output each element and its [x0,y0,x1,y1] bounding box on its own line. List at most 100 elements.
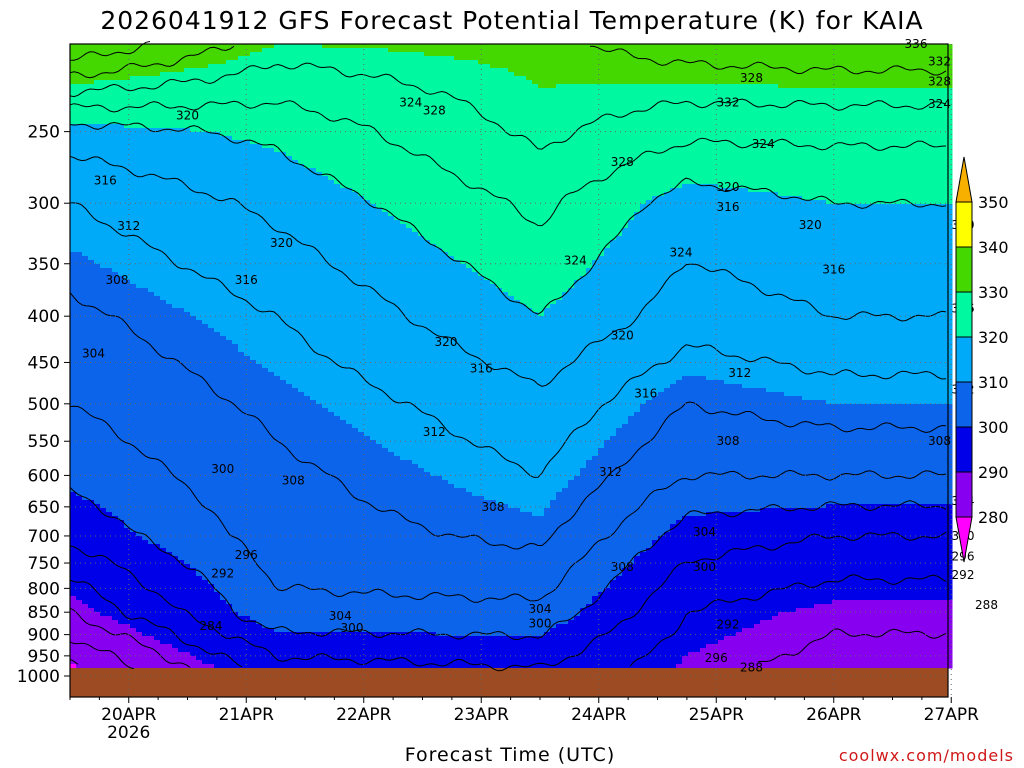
field-cell [94,68,101,73]
field-cell [76,512,83,517]
field-cell [244,420,251,425]
field-cell [82,80,89,85]
field-cell [106,548,113,553]
field-cell [256,580,263,585]
field-cell [70,548,77,553]
field-cell [238,584,245,589]
field-cell [82,660,89,665]
field-cell [238,168,245,173]
field-cell [160,332,167,337]
field-cell [88,628,95,633]
field-cell [196,428,203,433]
field-cell [196,408,203,413]
field-cell [220,332,227,337]
field-cell [202,372,209,377]
field-cell [196,448,203,453]
field-cell [100,300,107,305]
field-cell [130,516,137,521]
field-cell [244,472,251,477]
field-cell [118,132,125,137]
field-cell [88,68,95,73]
field-cell [88,276,95,281]
field-cell [124,344,131,349]
field-cell [226,632,233,637]
field-cell [196,224,203,229]
field-cell [232,52,239,57]
field-cell [136,44,143,49]
field-cell [100,136,107,141]
field-cell [154,348,161,353]
field-cell [118,124,125,129]
field-cell [94,256,101,261]
field-cell [130,640,137,645]
field-cell [112,272,119,277]
field-cell [160,660,167,665]
field-cell [172,376,179,381]
field-cell [118,300,125,305]
field-cell [118,408,125,413]
field-cell [160,256,167,261]
field-cell [202,288,209,293]
field-cell [184,112,191,117]
field-cell [124,584,131,589]
field-cell [172,644,179,649]
field-cell [220,204,227,209]
field-cell [196,96,203,101]
field-cell [184,396,191,401]
field-cell [82,332,89,337]
field-cell [118,216,125,221]
field-cell [70,120,77,125]
field-cell [142,100,149,105]
field-cell [130,512,137,517]
field-cell [106,448,113,453]
field-cell [172,368,179,373]
field-cell [130,240,137,245]
field-cell [124,528,131,533]
field-cell [88,532,95,537]
field-cell [184,172,191,177]
field-cell [232,492,239,497]
field-cell [70,232,77,237]
field-cell [250,400,257,405]
field-cell [112,508,119,513]
field-cell [112,556,119,561]
field-cell [112,572,119,577]
field-cell [238,472,245,477]
field-cell [124,100,131,105]
field-cell [94,364,101,369]
field-cell [130,252,137,257]
field-cell [256,416,263,421]
field-cell [226,304,233,309]
field-cell [136,324,143,329]
field-cell [136,536,143,541]
field-cell [142,304,149,309]
field-cell [130,116,137,121]
field-cell [256,252,263,257]
field-cell [136,280,143,285]
field-cell [88,76,95,81]
field-cell [190,404,197,409]
field-cell [220,184,227,189]
field-cell [196,204,203,209]
field-cell [118,348,125,353]
field-cell [184,152,191,157]
field-cell [76,432,83,437]
field-cell [184,168,191,173]
field-cell [250,440,257,445]
field-cell [250,552,257,557]
field-cell [190,56,197,61]
field-cell [88,660,95,665]
field-cell [130,308,137,313]
field-cell [256,572,263,577]
field-cell [256,104,263,109]
field-cell [214,340,221,345]
field-cell [82,232,89,237]
field-cell [178,312,185,317]
field-cell [214,116,221,121]
field-cell [220,380,227,385]
field-cell [238,500,245,505]
field-cell [202,304,209,309]
field-cell [166,48,173,53]
field-cell [178,660,185,665]
field-cell [250,624,257,629]
